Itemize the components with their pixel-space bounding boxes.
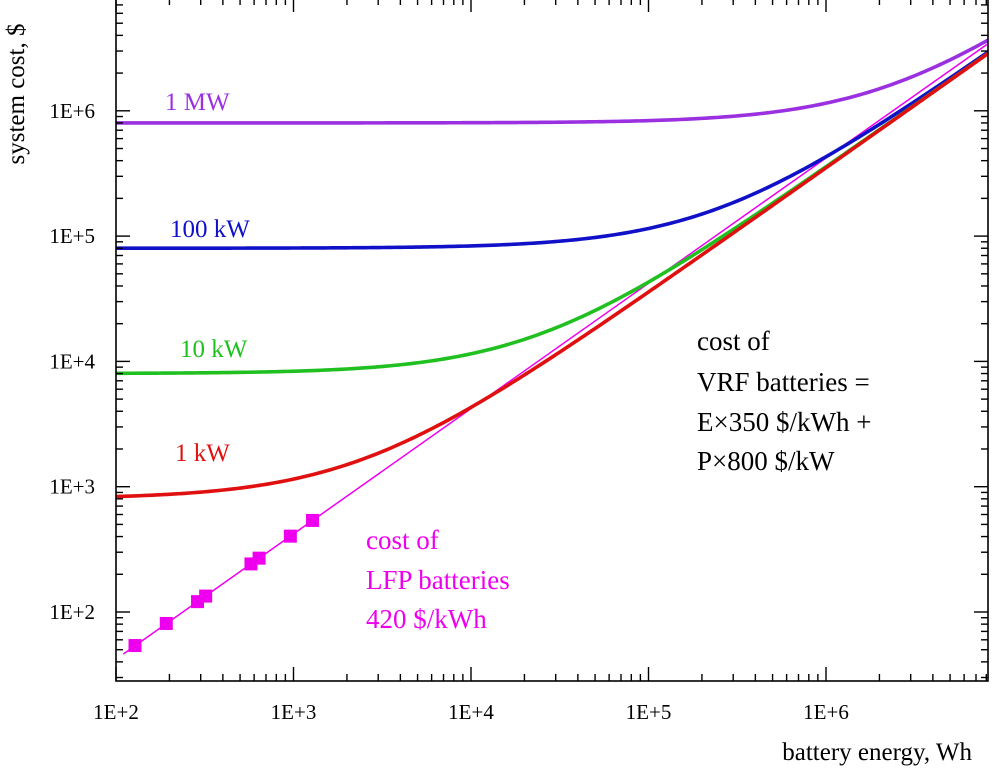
x-tick-label: 1E+4 [448, 700, 494, 724]
lfp-data-point [128, 639, 142, 653]
y-tick-label: 1E+2 [49, 600, 95, 624]
vrf-note-line-3: E×350 $/kWh + [697, 407, 871, 437]
y-tick-label: 1E+5 [49, 224, 95, 248]
series-label-10-kw: 10 kW [180, 336, 248, 363]
vrf-note: cost of VRF batteries = E×350 $/kWh + P×… [697, 326, 871, 476]
series-label-100-kw: 100 kW [170, 216, 250, 243]
series-label-1-kw: 1 kW [175, 440, 230, 467]
y-tick-label: 1E+4 [49, 349, 95, 373]
vrf-note-line-2: VRF batteries = [697, 367, 870, 397]
vrf-note-line-1: cost of [697, 326, 770, 356]
lfp-data-point [306, 513, 320, 527]
lfp-data-point [199, 589, 213, 603]
x-tick-label: 1E+3 [271, 700, 317, 724]
y-axis-title: system cost, $ [3, 24, 30, 165]
lfp-data-point [252, 551, 266, 565]
labels-layer: 1 MW 100 kW 10 kW 1 kW [165, 89, 250, 467]
lfp-note-line-2: LFP batteries [366, 565, 510, 595]
plot-frame [115, 0, 989, 682]
lfp-data-point [283, 529, 297, 543]
ticks-layer: 1E+2 1E+3 1E+4 1E+5 1E+6 1E+2 1E+3 1E+4 1E+5 1E+6 [49, 0, 988, 724]
lfp-note: cost of LFP batteries 420 $/kWh [366, 525, 510, 634]
x-tick-label: 1E+5 [626, 700, 672, 724]
vrf-note-line-4: P×800 $/kW [697, 446, 835, 476]
series-line-1-kw [116, 51, 988, 499]
series-line-1-mw [116, 38, 988, 125]
series-label-1-mw: 1 MW [165, 89, 230, 116]
y-tick-label: 1E+3 [49, 475, 95, 499]
x-axis-title: battery energy, Wh [782, 739, 972, 766]
curves-layer [116, 38, 988, 655]
lfp-note-line-3: 420 $/kWh [366, 604, 487, 634]
x-tick-label: 1E+2 [93, 700, 139, 724]
lfp-data-point [159, 616, 173, 630]
lfp-note-line-1: cost of [366, 525, 439, 555]
x-tick-label: 1E+6 [803, 700, 849, 724]
y-tick-label: 1E+6 [49, 99, 95, 123]
series-line-100-kw [116, 49, 988, 251]
lfp-points-layer [128, 513, 320, 653]
